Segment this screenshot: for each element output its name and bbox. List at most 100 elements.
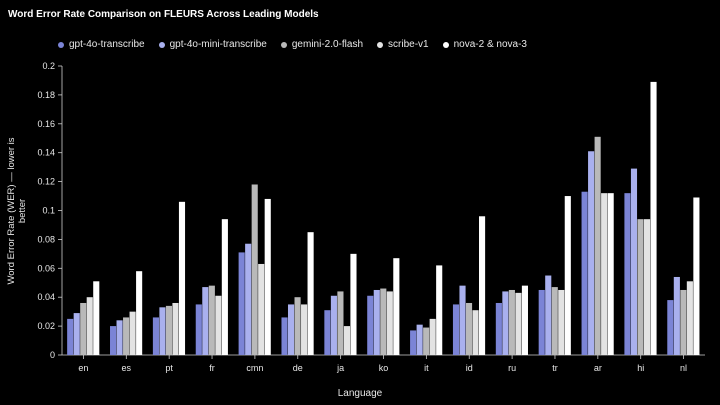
bar: [680, 289, 687, 355]
bar: [116, 320, 123, 355]
bar: [258, 263, 265, 355]
bar: [152, 317, 159, 355]
x-tick-label: it: [424, 363, 429, 373]
y-tick-label: 0.14: [37, 148, 55, 158]
bar: [373, 289, 380, 355]
legend-swatch: [377, 41, 384, 48]
y-tick-label: 0: [50, 350, 55, 360]
bar: [67, 318, 74, 355]
x-tick-label: id: [466, 363, 473, 373]
bar: [558, 289, 565, 355]
x-tick-label: nl: [680, 363, 687, 373]
y-tick-label: 0.04: [37, 292, 55, 302]
bar: [465, 302, 473, 355]
legend-label: scribe-v1: [388, 39, 429, 50]
bar: [343, 326, 351, 355]
x-tick-label: hi: [637, 363, 644, 373]
y-axis-label: Word Error Rate (WER) — lower is better: [6, 137, 28, 285]
bar: [245, 243, 252, 355]
bar: [202, 287, 209, 355]
bar: [380, 288, 387, 355]
bar: [123, 317, 130, 355]
x-tick-label: tr: [552, 363, 558, 373]
bar: [436, 265, 443, 355]
bar: [281, 317, 288, 355]
bar: [386, 291, 393, 355]
x-tick-label: ko: [379, 363, 389, 373]
bar: [337, 291, 344, 355]
x-tick-label: ru: [508, 363, 516, 373]
y-tick-label: 0.18: [37, 90, 55, 100]
y-tick-label: 0.02: [37, 321, 55, 331]
y-tick-label: 0.06: [37, 263, 55, 273]
legend-label: gemini-2.0-flash: [291, 39, 364, 50]
bar: [459, 285, 466, 355]
x-tick-label: ja: [336, 363, 344, 373]
bar: [508, 289, 515, 355]
bar: [607, 193, 614, 355]
bar: [452, 304, 460, 355]
legend-swatch: [58, 41, 64, 48]
bar: [93, 281, 100, 355]
legend-swatch: [158, 41, 165, 48]
bar: [630, 168, 638, 355]
x-tick-label: cmn: [246, 363, 263, 373]
bar: [307, 232, 314, 355]
bar: [208, 285, 215, 355]
y-tick-label: 0.16: [37, 119, 55, 129]
legend-item: gpt-4o-mini-transcribe: [158, 39, 267, 50]
bar: [673, 276, 680, 355]
bar: [110, 326, 117, 355]
bar: [643, 219, 651, 355]
bar: [624, 193, 631, 355]
bar: [601, 193, 608, 355]
bar: [301, 304, 308, 355]
bar: [287, 304, 295, 355]
bar: [165, 305, 173, 355]
bar: [73, 313, 80, 355]
legend-item: gpt-4o-transcribe: [58, 39, 145, 50]
bar: [264, 198, 271, 355]
y-tick-label: 0.08: [37, 234, 55, 244]
chart-title: Word Error Rate Comparison on FLEURS Acr…: [8, 9, 319, 20]
bar: [423, 327, 430, 355]
bar: [129, 311, 136, 355]
bar: [159, 307, 166, 355]
bar: [410, 330, 417, 355]
bar: [515, 292, 522, 355]
bar: [650, 81, 657, 356]
legend-swatch: [280, 41, 287, 48]
x-axis-label: Language: [337, 388, 383, 399]
bar: [581, 191, 588, 355]
bar: [479, 216, 486, 355]
bar: [538, 289, 545, 355]
bar: [172, 302, 179, 355]
bar: [588, 151, 595, 355]
bar: [86, 297, 93, 355]
bar: [637, 219, 644, 355]
bar: [416, 324, 423, 355]
bar: [521, 285, 528, 355]
bar: [502, 291, 509, 355]
bar: [330, 295, 337, 355]
legend-label: gpt-4o-mini-transcribe: [169, 39, 267, 50]
bar: [551, 287, 558, 355]
bar: [294, 297, 301, 355]
bar: [545, 275, 552, 355]
x-tick-label: fr: [209, 363, 215, 373]
chart-legend: gpt-4o-transcribe gpt-4o-mini-transcribe g…: [58, 39, 527, 50]
y-tick-label: 0.1: [42, 206, 55, 216]
bar: [686, 281, 693, 355]
y-tick-label: 0.12: [37, 177, 55, 187]
bar: [136, 271, 143, 355]
bar: [195, 304, 202, 355]
bar: [221, 219, 228, 355]
x-tick-label: es: [122, 363, 132, 373]
bar: [393, 258, 400, 355]
bar: [564, 196, 571, 355]
legend-label: nova-2 & nova-3: [453, 39, 527, 50]
bar: [367, 295, 374, 355]
x-tick-label: en: [78, 363, 88, 373]
bar: [215, 295, 222, 355]
